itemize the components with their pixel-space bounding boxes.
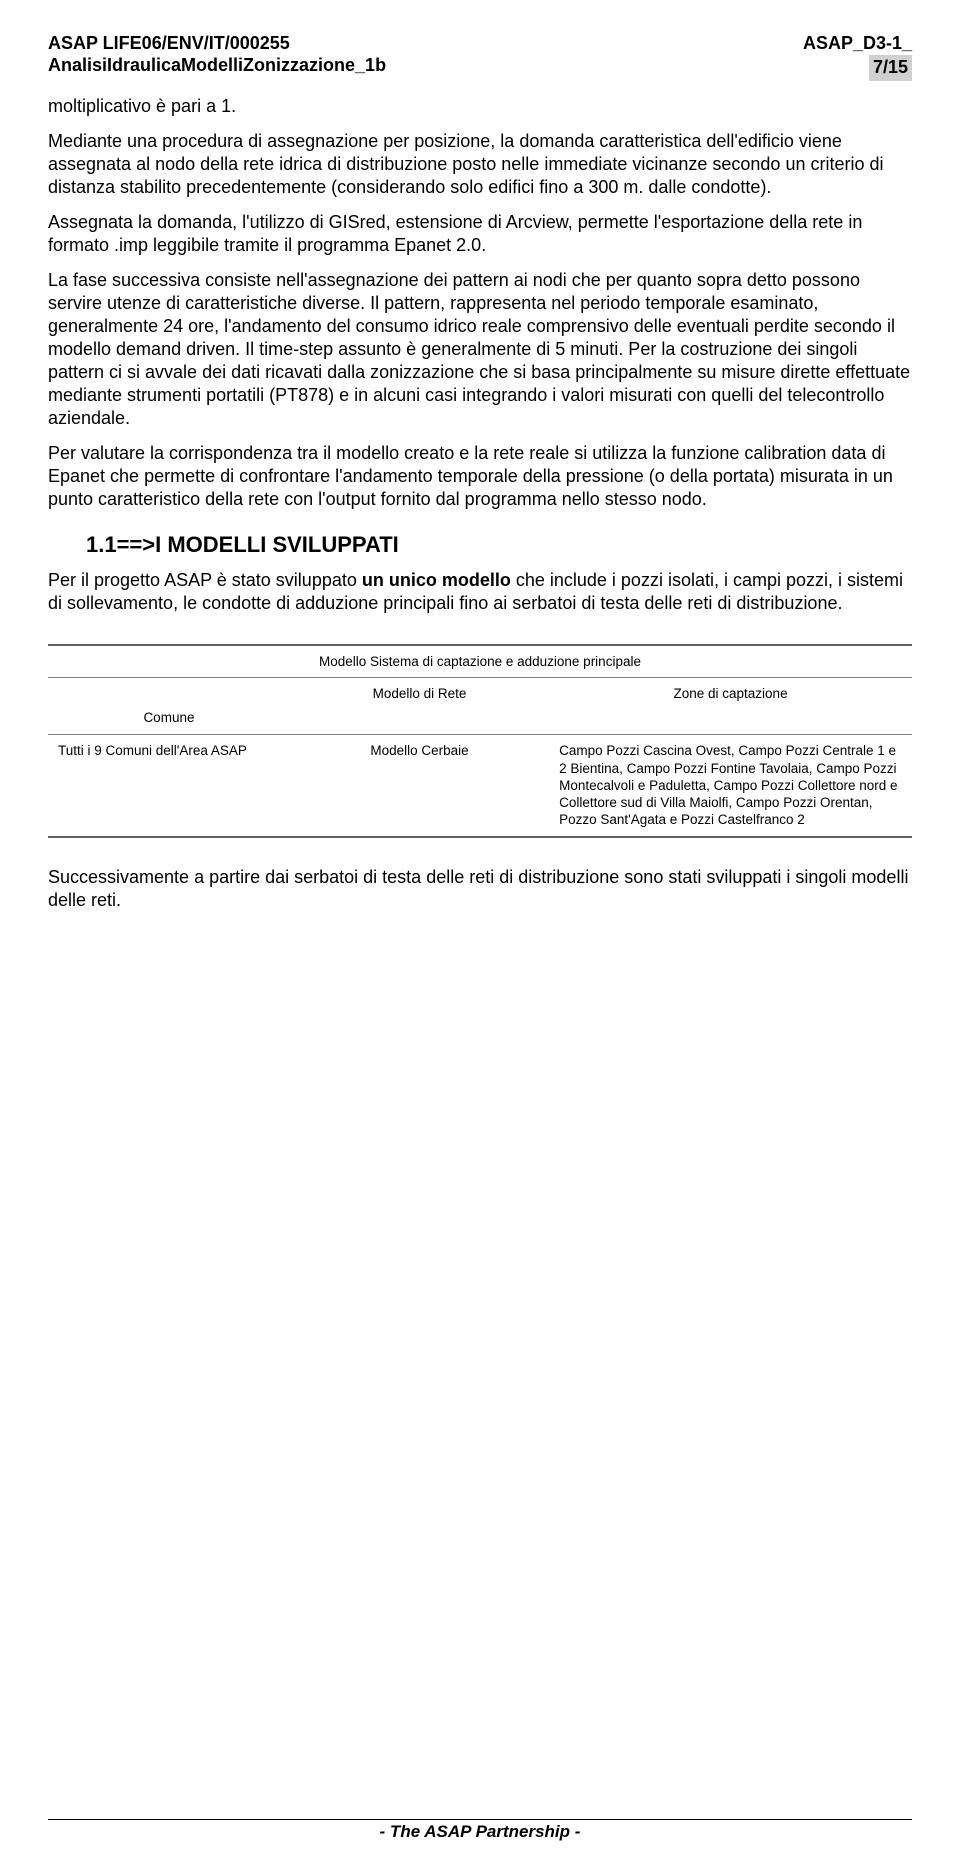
table-empty-2	[290, 709, 549, 735]
table-subhead-row: Modello di Rete Zone di captazione	[48, 677, 912, 709]
paragraph-1: moltiplicativo è pari a 1.	[48, 95, 912, 118]
header-right: ASAP_D3-1_ 7/15	[803, 32, 912, 81]
model-table: Modello Sistema di captazione e adduzion…	[48, 644, 912, 838]
p6-bold: un unico modello	[362, 570, 511, 590]
paragraph-5: Per valutare la corrispondenza tra il mo…	[48, 442, 912, 511]
paragraph-6: Per il progetto ASAP è stato sviluppato …	[48, 569, 912, 615]
header-left: ASAP LIFE06/ENV/IT/000255 AnalisiIdrauli…	[48, 32, 386, 76]
header-code: ASAP LIFE06/ENV/IT/000255	[48, 32, 386, 55]
table-cell-comune: Tutti i 9 Comuni dell'Area ASAP	[48, 735, 290, 837]
paragraph-2: Mediante una procedura di assegnazione p…	[48, 130, 912, 199]
table-row-label: Comune	[48, 709, 290, 735]
paragraph-4: La fase successiva consiste nell'assegna…	[48, 269, 912, 430]
section-heading: 1.1==>I MODELLI SVILUPPATI	[86, 531, 912, 559]
table-cell-zone: Campo Pozzi Cascina Ovest, Campo Pozzi C…	[549, 735, 912, 837]
table-col1-empty	[48, 677, 290, 709]
table-data-row: Tutti i 9 Comuni dell'Area ASAP Modello …	[48, 735, 912, 837]
table-col3-head: Zone di captazione	[549, 677, 912, 709]
table-title: Modello Sistema di captazione e adduzion…	[48, 645, 912, 678]
page-number-badge: 7/15	[869, 55, 912, 80]
page-footer: - The ASAP Partnership -	[48, 1819, 912, 1842]
header-doc-code: ASAP_D3-1_	[803, 32, 912, 55]
paragraph-3: Assegnata la domanda, l'utilizzo di GISr…	[48, 211, 912, 257]
table-empty-3	[549, 709, 912, 735]
page: ASAP LIFE06/ENV/IT/000255 AnalisiIdrauli…	[0, 0, 960, 1860]
p6-part-a: Per il progetto ASAP è stato sviluppato	[48, 570, 362, 590]
table-cell-modello: Modello Cerbaie	[290, 735, 549, 837]
table-title-row: Modello Sistema di captazione e adduzion…	[48, 645, 912, 678]
body-content: moltiplicativo è pari a 1. Mediante una …	[48, 95, 912, 912]
page-header: ASAP LIFE06/ENV/IT/000255 AnalisiIdrauli…	[48, 32, 912, 81]
table-col2-head: Modello di Rete	[290, 677, 549, 709]
paragraph-7: Successivamente a partire dai serbatoi d…	[48, 866, 912, 912]
table-label-row: Comune	[48, 709, 912, 735]
header-subtitle: AnalisiIdraulicaModelliZonizzazione_1b	[48, 55, 386, 76]
